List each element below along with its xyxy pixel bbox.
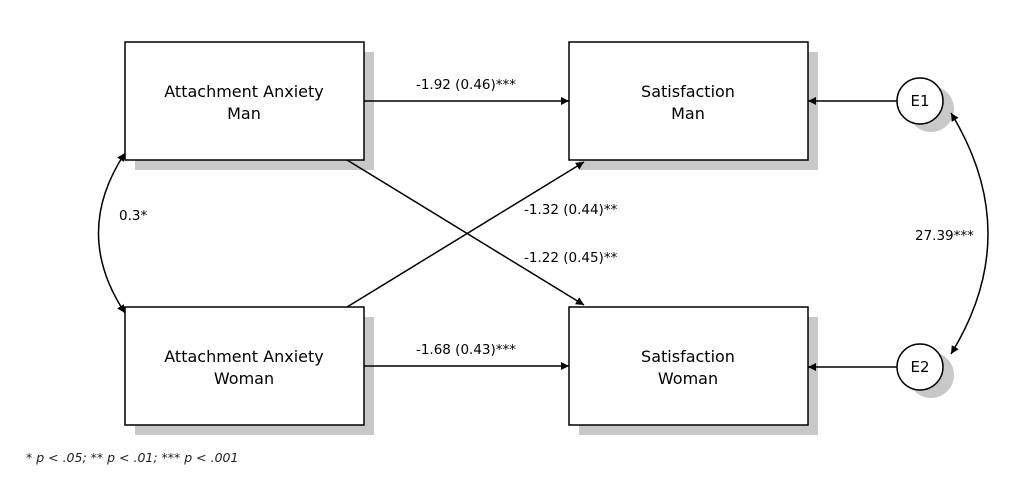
box-anxiety-woman xyxy=(124,306,365,426)
coef-anxiety-woman-to-satisfaction-woman: -1.68 (0.43)*** xyxy=(416,342,516,358)
coef-covariance-anxiety: 0.3* xyxy=(119,208,147,224)
box-label-anxiety-woman-line2: Woman xyxy=(214,369,274,388)
box-label-anxiety-man-line1: Attachment Anxiety xyxy=(164,82,323,101)
coef-anxiety-woman-to-satisfaction-man: -1.32 (0.44)** xyxy=(524,202,618,218)
arrow-anxiety-woman-to-satisfaction-man xyxy=(346,161,585,308)
significance-footnote: * p < .05; ** p < .01; *** p < .001 xyxy=(26,450,239,465)
error-label-e1: E1 xyxy=(910,92,929,110)
error-label-e2: E2 xyxy=(910,358,929,376)
box-satisfaction-man xyxy=(568,41,809,161)
coef-anxiety-man-to-satisfaction-man: -1.92 (0.46)*** xyxy=(416,77,516,93)
coef-anxiety-man-to-satisfaction-woman: -1.22 (0.45)** xyxy=(524,250,618,266)
box-label-satisfaction-woman-line1: Satisfaction xyxy=(641,347,735,366)
box-label-satisfaction-man-line2: Man xyxy=(671,104,705,123)
box-satisfaction-woman xyxy=(568,306,809,426)
box-anxiety-man xyxy=(124,41,365,161)
covariance-curve-errors xyxy=(950,112,989,355)
arrow-anxiety-man-to-satisfaction-woman xyxy=(346,159,585,306)
box-label-anxiety-man-line2: Man xyxy=(227,104,261,123)
covariance-curve-anxiety xyxy=(97,152,126,314)
box-label-satisfaction-woman-line2: Woman xyxy=(658,369,718,388)
box-label-anxiety-woman-line1: Attachment Anxiety xyxy=(164,347,323,366)
coef-covariance-errors: 27.39*** xyxy=(915,228,974,244)
box-label-satisfaction-man-line1: Satisfaction xyxy=(641,82,735,101)
